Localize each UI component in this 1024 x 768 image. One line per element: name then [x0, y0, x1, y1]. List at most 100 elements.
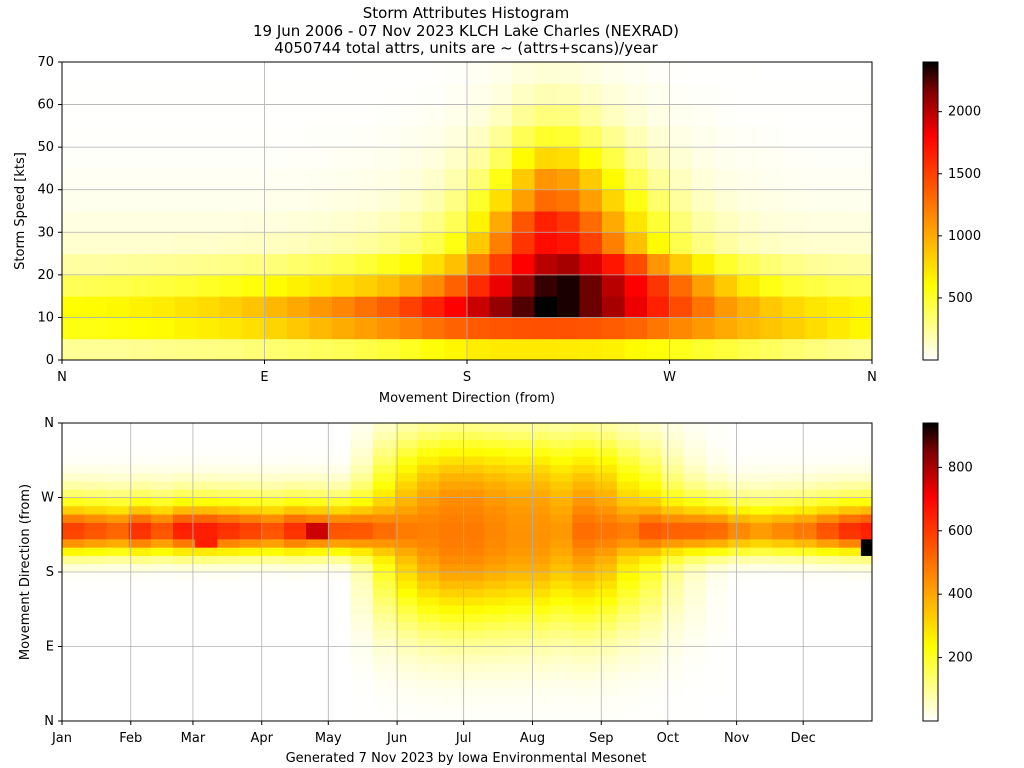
heatmap-cell: [306, 580, 329, 590]
heatmap-cell: [106, 712, 130, 722]
heatmap-cell: [727, 489, 751, 498]
heatmap-cell: [350, 497, 374, 507]
heatmap-cell: [239, 596, 263, 606]
heatmap-cell: [128, 629, 152, 639]
heatmap-cell: [528, 439, 551, 449]
heatmap-cell: [705, 505, 729, 515]
heatmap-cell: [782, 147, 805, 169]
heatmap-cell: [439, 530, 462, 540]
heatmap-cell: [594, 663, 618, 672]
heatmap-cell: [84, 505, 107, 515]
heatmap-cell: [306, 654, 329, 664]
heatmap-cell: [172, 522, 196, 532]
heatmap-cell: [261, 563, 285, 573]
heatmap-cell: [579, 338, 603, 361]
heatmap-cell: [749, 572, 773, 581]
heatmap-cell: [84, 687, 107, 697]
heatmap-cell: [572, 514, 596, 523]
heatmap-cell: [399, 168, 423, 191]
heatmap-cell: [505, 687, 529, 697]
heatmap-cell: [84, 83, 108, 106]
heatmap-cell: [128, 613, 152, 623]
heatmap-cell: [683, 555, 707, 565]
heatmap-cell: [737, 317, 760, 340]
heatmap-cell: [394, 472, 418, 482]
heatmap-cell: [174, 189, 198, 212]
heatmap-cell: [638, 522, 662, 532]
heatmap-cell: [467, 83, 490, 106]
heatmap-cell: [860, 671, 873, 681]
heatmap-cell: [261, 572, 285, 581]
heatmap-cell: [84, 253, 108, 276]
heatmap-cell: [860, 464, 873, 474]
heatmap-cell: [283, 489, 307, 498]
heatmap-cell: [84, 712, 107, 722]
heatmap-cell: [860, 580, 873, 590]
heatmap-cell: [394, 671, 418, 681]
heatmap-cell: [638, 687, 662, 697]
heatmap-cell: [417, 605, 440, 614]
heatmap-cell: [849, 125, 873, 148]
heatmap-cell: [838, 605, 862, 614]
heatmap-cell: [624, 296, 648, 318]
heatmap-cell: [838, 588, 862, 598]
heatmap-cell: [128, 530, 152, 540]
heatmap-cell: [217, 580, 241, 590]
heatmap-cell: [62, 274, 85, 297]
heatmap-cell: [62, 439, 85, 449]
heatmap-cell: [616, 563, 640, 573]
heatmap-cell: [128, 671, 152, 681]
heatmap-cell: [287, 104, 310, 127]
heatmap-cell: [394, 423, 418, 432]
heatmap-cell: [794, 489, 818, 498]
heatmap-cell: [174, 317, 198, 340]
heatmap-cell: [638, 588, 662, 598]
heatmap-cell: [528, 663, 551, 672]
heatmap-cell: [624, 125, 648, 148]
heatmap-cell: [422, 168, 445, 191]
heatmap-cell: [195, 423, 218, 432]
heatmap-cell: [84, 489, 107, 498]
heatmap-cell: [283, 621, 307, 631]
heatmap-cell: [62, 232, 85, 255]
heatmap-cell: [84, 704, 107, 714]
heatmap-cell: [669, 104, 693, 127]
heatmap-cell: [174, 125, 198, 148]
x-tick-label: Oct: [657, 731, 679, 746]
heatmap-cell: [372, 613, 396, 623]
heatmap-cell: [727, 456, 751, 465]
heatmap-cell: [332, 317, 355, 340]
heatmap-cell: [528, 629, 551, 639]
heatmap-cell: [283, 629, 307, 639]
heatmap-cell: [557, 253, 580, 276]
heatmap-cell: [860, 522, 873, 532]
heatmap-cell: [195, 505, 218, 515]
heatmap-cell: [661, 514, 684, 523]
heatmap-cell: [287, 147, 310, 169]
heatmap-cell: [661, 704, 684, 714]
heatmap-cell: [594, 696, 618, 705]
heatmap-cell: [328, 547, 351, 556]
heatmap-cell: [572, 671, 596, 681]
heatmap-cell: [669, 338, 693, 361]
heatmap-cell: [417, 596, 440, 606]
heatmap-cell: [647, 147, 670, 169]
heatmap-cell: [737, 296, 760, 318]
heatmap-cell: [239, 621, 263, 631]
heatmap-cell: [602, 62, 625, 84]
heatmap-cell: [394, 696, 418, 705]
heatmap-cell: [129, 338, 153, 361]
heatmap-cell: [242, 83, 265, 106]
heatmap-cell: [422, 104, 445, 127]
heatmap-cell: [705, 621, 729, 631]
heatmap-cell: [106, 629, 130, 639]
heatmap-cell: [129, 274, 153, 297]
heatmap-cell: [550, 696, 573, 705]
heatmap-cell: [350, 580, 374, 590]
heatmap-cell: [594, 572, 618, 581]
heatmap-cell: [106, 489, 130, 498]
heatmap-cell: [483, 613, 507, 623]
heatmap-cell: [152, 125, 175, 148]
heatmap-cell: [129, 62, 153, 84]
heatmap-cell: [107, 147, 130, 169]
